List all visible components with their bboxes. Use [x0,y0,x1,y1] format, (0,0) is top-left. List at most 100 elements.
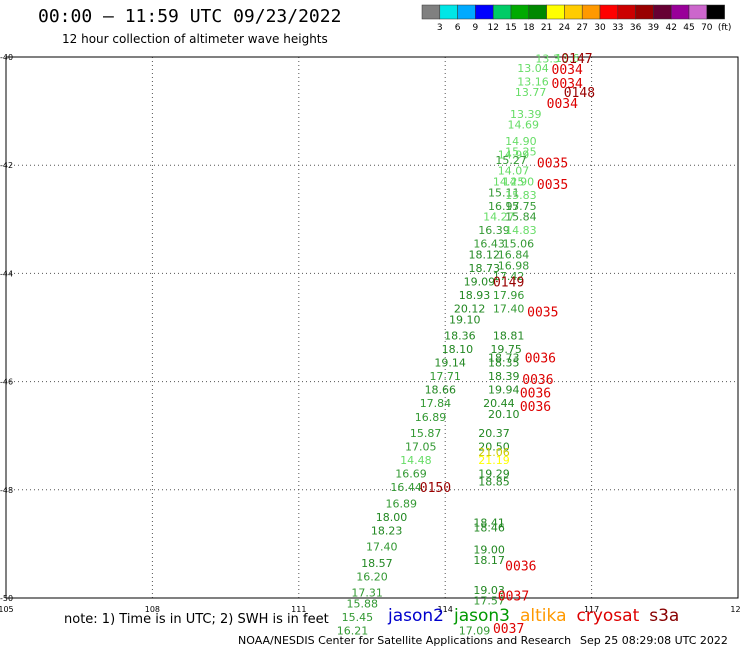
wave-height-label: 15.84 [505,211,537,224]
wave-height-label: 15.11 [488,186,520,199]
colorbar-swatch [599,4,619,20]
footer-timestamp: Sep 25 08:29:08 UTC 2022 [580,634,728,647]
colorbar-swatch [439,4,458,20]
x-tick-label: 120 [730,605,740,614]
colorbar-label: 6 [455,23,461,33]
colorbar-swatch [635,4,654,20]
wave-height-label: 20.50 [478,441,510,454]
wave-height-label: 19.03 [473,584,505,597]
colorbar-swatch [492,4,512,20]
wave-height-label: 14.48 [400,454,432,467]
wave-height-label: 15.06 [503,238,535,251]
y-tick-label: -40 [0,53,13,62]
legend-altika: altika [520,606,567,626]
x-tick-label: 114 [438,605,453,614]
wave-height-label: 16.89 [386,497,418,510]
wave-height-label: 14.83 [505,224,537,237]
grid [6,57,738,598]
axis-ticks: 105 108 111 114 117 120 -40 -42 -44 -46 -48 -50 [0,53,740,614]
wave-height-label: 13.3 [535,53,560,66]
wave-height-label: 17.40 [366,541,398,554]
wave-height-label: 15.87 [410,427,442,440]
footer-credit: NOAA/NESDIS Center for Satellite Applica… [238,634,572,647]
colorbar-swatch [706,4,725,20]
wave-height-label: 17.96 [493,289,525,302]
time-labels: 0147003400340148003400350035014900350036… [420,52,595,637]
time-label: 0036 [505,560,536,575]
wave-height-label: 18.10 [442,343,474,356]
wave-height-label: 16.89 [415,411,447,424]
colorbar-label: 18 [523,23,535,33]
time-label: 0035 [537,156,568,171]
wave-height-label: 15.83 [505,189,537,202]
colorbar-label: 30 [594,23,606,33]
colorbar-swatch [457,4,476,20]
wave-height-label: 16.84 [498,248,530,261]
wave-height-label: 13.04 [517,62,549,75]
wave-height-label: 18.17 [473,554,505,567]
colorbar-label: 39 [648,23,660,33]
y-tick-label: -48 [0,486,13,495]
colorbar-label: 15 [505,23,516,33]
colorbar-label: 70 [701,23,713,33]
wave-height-label: 16.98 [498,259,530,272]
wave-height-label: 17.05 [405,441,437,454]
wave-height-label: 17.40 [493,303,525,316]
colorbar-swatch [670,4,690,20]
y-tick-label: -46 [0,378,13,387]
colorbar-swatch [475,4,494,20]
time-label: 0149 [493,276,524,291]
colorbar-label: 24 [559,23,571,33]
wave-height-label: 17.84 [420,397,452,410]
wave-height-label: 18.66 [425,384,457,397]
time-label: 0150 [420,481,451,496]
colorbar-label: 42 [665,23,676,33]
wave-height-label: 14.99 [498,148,530,161]
wave-height-label: 14.27 [483,211,515,224]
colorbar-swatch [510,4,530,20]
wave-height-label: 20.10 [488,408,520,421]
wave-height-label: 18.35 [488,357,520,370]
time-label: 0037 [498,589,529,604]
wave-height-label: 21.06 [478,446,510,459]
wave-height-label: 15.25 [505,146,537,159]
y-tick-label: -42 [0,161,13,170]
colorbar-swatch [528,4,547,20]
wave-height-label: 17.71 [429,370,461,383]
wave-height-label: 19.00 [473,543,505,556]
satellite-legend: jason2 jason3 altika cryosat s3a [388,606,689,626]
x-tick-label: 117 [584,605,599,614]
wave-height-label: 14.07 [498,165,530,178]
colorbar-label: 9 [473,23,479,33]
time-label: 0034 [552,77,583,92]
wave-height-label: 17.31 [351,587,383,600]
wave-height-label: 20.12 [454,303,486,316]
colorbar-label: 12 [487,23,498,33]
x-tick-label: 108 [145,605,160,614]
wave-height-label: 14.69 [508,119,540,132]
wave-height-label: 18.23 [371,524,403,537]
wave-height-label: 13.77 [515,86,547,99]
wave-height-label: 17.57 [473,595,505,608]
wave-height-label: 17.42 [493,270,525,283]
y-tick-label: -44 [0,269,13,278]
wave-height-label: 17.09 [459,624,491,637]
wave-height-label: 15.88 [346,597,378,610]
wave-height-label: 18.41 [473,516,505,529]
wave-height-label: 16.44 [390,481,422,494]
chart-title: 00:00 — 11:59 UTC 09/23/2022 [38,6,342,27]
wave-height-label: 18.57 [361,557,393,570]
time-label: 0037 [493,622,524,637]
wave-height-label: 18.85 [478,476,510,489]
wave-height-label: 15.75 [505,200,537,213]
colorbar-label: 36 [630,23,642,33]
time-label: 0147 [561,52,592,67]
wave-height-label: 18.36 [444,330,476,343]
time-label: 0148 [564,86,595,101]
wave-height-label: 19.29 [478,468,510,481]
wave-height-label: 13.6 [555,52,580,65]
time-label: 0036 [525,351,556,366]
wave-height-label: 20.37 [478,427,510,440]
colorbar-swatch [564,4,583,20]
wave-height-label: 19.75 [490,343,522,356]
